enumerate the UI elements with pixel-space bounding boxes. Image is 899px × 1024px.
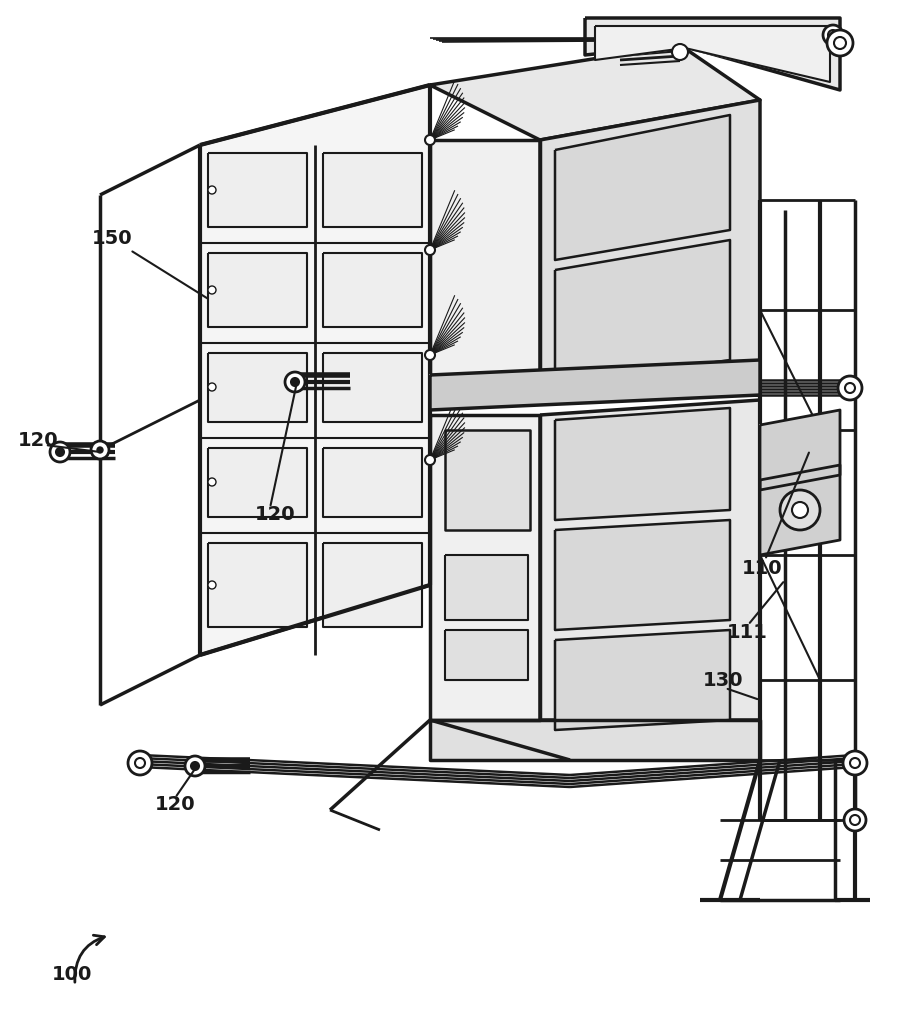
Circle shape	[50, 442, 70, 462]
Polygon shape	[760, 465, 840, 555]
Circle shape	[425, 245, 435, 255]
Circle shape	[838, 376, 862, 400]
Circle shape	[285, 372, 305, 392]
Circle shape	[844, 809, 866, 831]
Circle shape	[850, 815, 860, 825]
Polygon shape	[323, 253, 422, 327]
Circle shape	[425, 135, 435, 145]
Circle shape	[828, 30, 838, 40]
Polygon shape	[445, 630, 528, 680]
Polygon shape	[760, 410, 840, 490]
Polygon shape	[430, 720, 760, 760]
Circle shape	[208, 478, 216, 486]
Text: 120: 120	[155, 796, 196, 814]
Polygon shape	[208, 153, 307, 227]
Polygon shape	[540, 400, 760, 720]
Text: 120: 120	[255, 506, 296, 524]
Circle shape	[128, 751, 152, 775]
Text: 100: 100	[52, 966, 93, 984]
Polygon shape	[323, 353, 422, 422]
Circle shape	[672, 44, 688, 60]
Circle shape	[208, 581, 216, 589]
Polygon shape	[430, 415, 540, 720]
Circle shape	[56, 449, 64, 456]
Polygon shape	[555, 115, 730, 260]
Polygon shape	[323, 449, 422, 517]
Text: 110: 110	[742, 558, 783, 578]
Circle shape	[208, 286, 216, 294]
Polygon shape	[200, 85, 430, 655]
Polygon shape	[555, 408, 730, 520]
Circle shape	[135, 758, 145, 768]
Text: 130: 130	[703, 671, 743, 689]
Circle shape	[91, 441, 109, 459]
Text: 120: 120	[18, 430, 58, 450]
Circle shape	[827, 30, 853, 56]
Polygon shape	[445, 555, 528, 620]
Polygon shape	[208, 543, 307, 627]
Circle shape	[425, 350, 435, 360]
Polygon shape	[430, 360, 760, 410]
Polygon shape	[555, 240, 730, 385]
Text: 150: 150	[92, 228, 133, 248]
Polygon shape	[555, 520, 730, 630]
Polygon shape	[445, 430, 530, 530]
Circle shape	[792, 502, 808, 518]
Circle shape	[834, 37, 846, 49]
Text: 111: 111	[727, 623, 768, 641]
Polygon shape	[595, 26, 830, 82]
Circle shape	[780, 490, 820, 530]
Polygon shape	[540, 100, 760, 380]
Circle shape	[208, 186, 216, 194]
Polygon shape	[208, 253, 307, 327]
Circle shape	[208, 383, 216, 391]
Polygon shape	[430, 45, 760, 140]
Circle shape	[823, 25, 843, 45]
Circle shape	[845, 383, 855, 393]
Circle shape	[191, 762, 199, 770]
Polygon shape	[430, 140, 540, 380]
Circle shape	[425, 455, 435, 465]
Polygon shape	[323, 543, 422, 627]
Polygon shape	[208, 353, 307, 422]
Circle shape	[291, 378, 299, 386]
Polygon shape	[208, 449, 307, 517]
Circle shape	[843, 751, 867, 775]
Circle shape	[185, 756, 205, 776]
Polygon shape	[555, 630, 730, 730]
Polygon shape	[323, 153, 422, 227]
Circle shape	[850, 758, 860, 768]
Circle shape	[97, 447, 103, 453]
Polygon shape	[585, 18, 840, 90]
